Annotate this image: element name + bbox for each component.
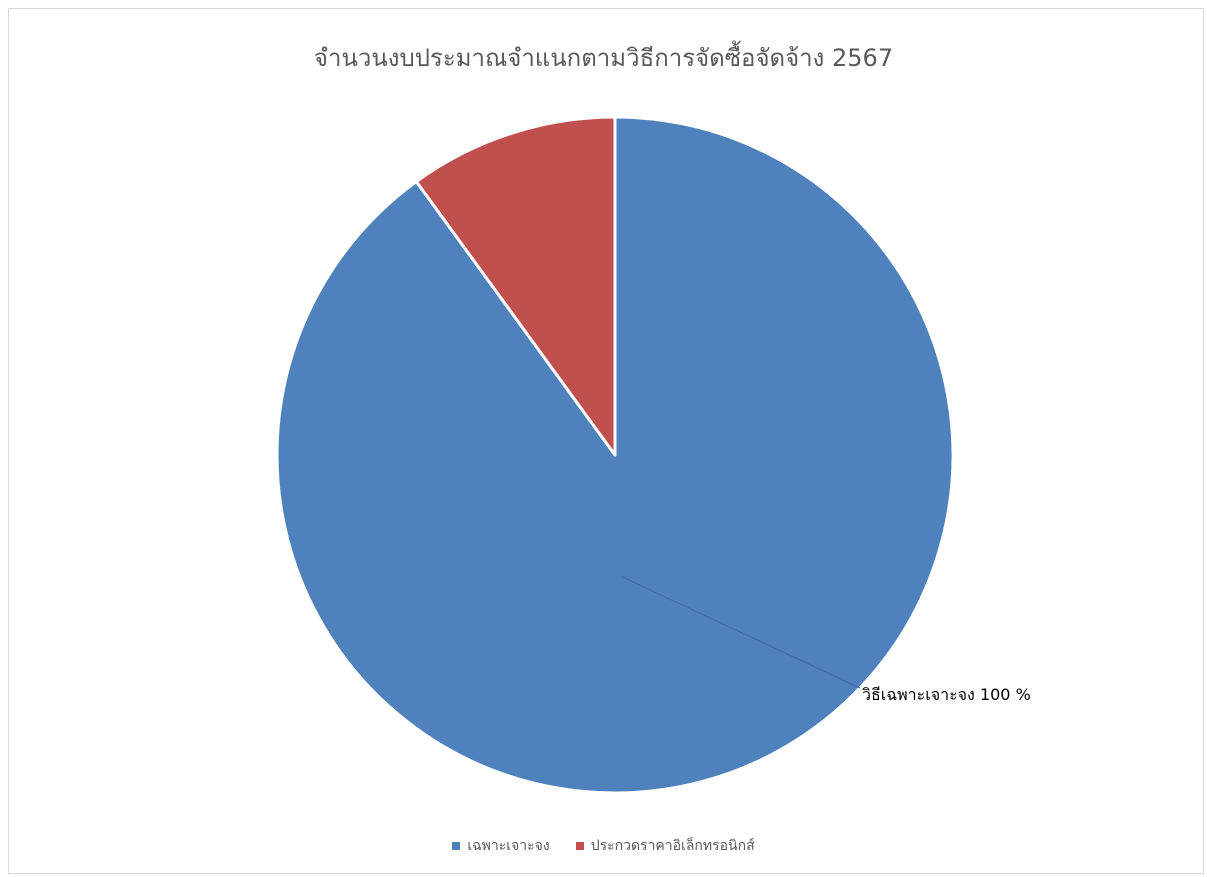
chart-title: จำนวนงบประมาณจำแนกตามวิธีการจัดซื้อจัดจ้…: [313, 44, 894, 72]
legend-label-1: ประกวดราคาอิเล็กทรอนิกส์: [590, 838, 755, 854]
legend-label-0: เฉพาะเจาะจง: [467, 838, 550, 854]
legend: เฉพาะเจาะจง ประกวดราคาอิเล็กทรอนิกส์: [0, 835, 1207, 857]
pie-slice-1: [414, 115, 617, 457]
legend-item-1: ประกวดราคาอิเล็กทรอนิกส์: [575, 835, 755, 857]
data-label-0: วิธีเฉพาะเจาะจง 100 %: [862, 685, 1031, 704]
legend-swatch-0: [452, 842, 461, 850]
data-label-leader-line: [621, 576, 861, 689]
legend-swatch-1: [575, 842, 584, 850]
legend-item-0: เฉพาะเจาะจง: [452, 835, 550, 857]
pie-slice-0: [275, 115, 955, 795]
